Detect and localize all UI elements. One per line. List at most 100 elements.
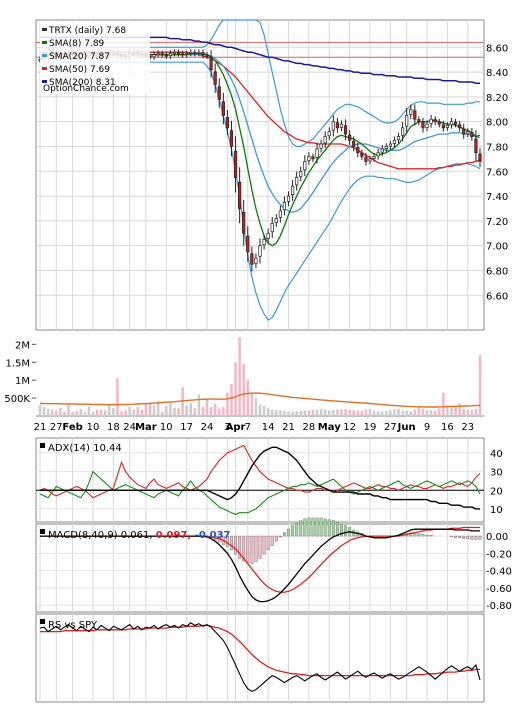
volume-bar [107, 405, 111, 416]
macd-histogram-bar [429, 535, 433, 537]
candle-body [233, 150, 238, 178]
volume-bar [91, 411, 95, 416]
candle-body [400, 127, 405, 136]
volume-bar [99, 409, 103, 416]
candle-body [193, 52, 197, 54]
volume-bar [340, 409, 343, 416]
candle-body [270, 223, 274, 233]
volume-bar [413, 409, 417, 416]
rs-label: RS vs SPY [48, 620, 98, 631]
volume-average-line [40, 392, 481, 408]
volume-bar [177, 408, 180, 416]
volume-panel: 2M 1.5M 1M 500K [4, 337, 484, 417]
macd-histogram-bar [470, 535, 474, 540]
volume-bar [429, 410, 433, 416]
candle-body [254, 257, 258, 264]
adx-plot-frame [35, 437, 485, 523]
legend-background [40, 22, 150, 94]
volume-bar [389, 410, 392, 416]
volume-bar [376, 411, 380, 416]
rs-average-line [40, 624, 480, 677]
price-tick-label: 8.20 [486, 93, 508, 104]
volume-bar [144, 403, 148, 416]
macd-histogram-bar [278, 535, 282, 538]
volume-bar [67, 405, 70, 416]
candle-body [266, 232, 270, 239]
candle-body [462, 128, 466, 135]
date-tick-label: 28 [303, 422, 316, 433]
candle-body [441, 124, 445, 129]
macd-histogram-bar [262, 535, 266, 555]
date-tick-label: May [318, 422, 341, 433]
macd-histogram-bar [474, 535, 478, 540]
candle-body [388, 143, 392, 147]
volume-bar [75, 410, 78, 416]
volume-bar [303, 410, 307, 416]
legend-entry: SMA(20) 7.87 [49, 52, 110, 62]
price-tick-label: 7.60 [486, 167, 508, 178]
candle-body [274, 218, 278, 223]
legend-swatch [42, 28, 47, 31]
date-tick-label: 10 [87, 422, 100, 433]
macd-histogram-bar [287, 528, 290, 537]
volume-bar [385, 410, 388, 416]
volume-bar [189, 403, 193, 416]
volume-bar [250, 392, 254, 416]
volume-bar [238, 337, 241, 416]
candle-body [303, 161, 307, 171]
volume-bar [283, 410, 286, 416]
candle-body [466, 131, 470, 135]
date-tick-label: 27 [384, 422, 397, 433]
candle-body [458, 124, 462, 129]
volume-bar [319, 408, 323, 416]
date-tick-label: 24 [201, 422, 214, 433]
candle-body [343, 125, 348, 135]
candle-body [176, 52, 181, 54]
legend-entry: SMA(8) 7.89 [49, 39, 105, 49]
candle-body [421, 122, 425, 129]
macd-histogram-bar [242, 535, 246, 562]
candle-body [307, 156, 311, 161]
volume-bar [83, 412, 87, 416]
volume-bar [234, 362, 237, 416]
macd-signal-value: 0.097, [156, 530, 195, 541]
volume-bar [478, 355, 482, 416]
volume-bar [466, 409, 470, 416]
volume-bar [258, 404, 262, 416]
candle-body [209, 57, 213, 70]
candle-body [380, 148, 384, 153]
volume-bar [315, 409, 319, 416]
candle-body [286, 195, 291, 202]
volume-bar [401, 410, 404, 416]
candle-body [205, 54, 209, 57]
candle-body [221, 101, 225, 116]
volume-bar [148, 402, 152, 416]
volume-bar [279, 410, 282, 416]
volume-bar [116, 378, 119, 416]
candle-body [172, 51, 177, 54]
volume-bar [193, 408, 197, 416]
date-tick-label: 10 [160, 422, 173, 433]
volume-bar [356, 410, 360, 416]
date-tick-label: 7 [245, 422, 251, 433]
volume-bar [299, 410, 303, 416]
volume-bar [332, 409, 335, 416]
macd-histogram-bar [238, 535, 242, 559]
rs-line [39, 622, 481, 693]
volume-bar [360, 410, 364, 416]
adx-panel: 40 30 20 10 ADX(14) 10.44 [35, 437, 503, 523]
macd-histogram-bar [307, 517, 311, 537]
candle-body [290, 185, 295, 195]
legend-swatch [42, 54, 47, 57]
candle-body [299, 170, 303, 177]
macd-tick-label: -0.80 [486, 601, 512, 612]
price-tick-label: 8.40 [486, 68, 508, 79]
volume-bar [470, 410, 474, 416]
macd-histogram-bar [344, 525, 348, 537]
volume-bar [230, 383, 233, 416]
date-tick-label: Feb [62, 422, 82, 433]
rs-legend-swatch [40, 619, 45, 624]
macd-histogram-bar [299, 520, 303, 537]
macd-tick-label: 0.00 [486, 532, 508, 543]
